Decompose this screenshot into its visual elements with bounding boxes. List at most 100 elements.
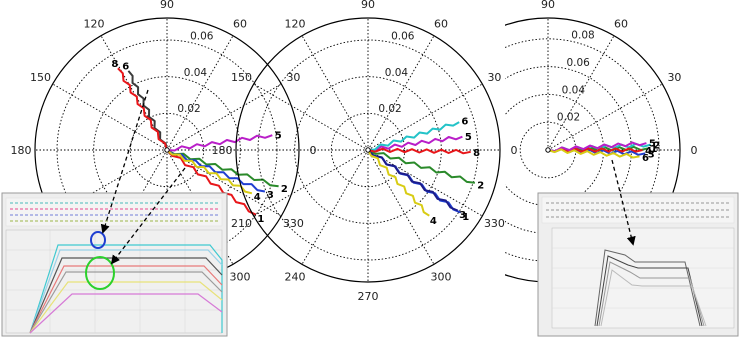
series-label: 3	[267, 190, 274, 201]
angle-label: 120	[84, 18, 105, 31]
series-label: 1	[651, 144, 658, 155]
angle-label: 270	[358, 290, 379, 303]
series-trace	[547, 148, 640, 159]
series-label: 4	[254, 192, 261, 203]
series-label: 2	[477, 180, 484, 191]
inset-left	[1, 192, 228, 337]
inset-left-legend	[5, 197, 223, 227]
polar-grid-spoke	[367, 35, 435, 151]
angle-label: 180	[212, 144, 233, 157]
angle-label: 330	[484, 217, 505, 230]
angle-label: 240	[285, 270, 306, 283]
radial-tick-label: 0.08	[571, 30, 594, 42]
series-label: 5	[649, 139, 656, 150]
series-label: 2	[281, 184, 288, 195]
angle-label: 300	[431, 270, 452, 283]
series-trace	[547, 141, 647, 153]
highlight-circle-blue	[90, 231, 106, 249]
inset-right	[537, 192, 739, 337]
polar-grid-spoke	[166, 83, 282, 151]
radial-tick-label: 0.04	[562, 84, 586, 96]
polar-grid-spoke	[301, 149, 369, 265]
series-label: 1	[462, 212, 469, 223]
polar-outer-ring	[235, 17, 501, 283]
angle-label: 90	[160, 0, 174, 11]
angle-label: 30	[487, 71, 501, 84]
polar-grid-spoke	[367, 149, 483, 217]
polar-grid-spoke	[547, 35, 615, 151]
polar-grid-spoke	[367, 149, 435, 265]
angle-label: 60	[233, 18, 247, 31]
polar-grid-ring	[505, 38, 660, 262]
angle-label: 0	[310, 144, 317, 157]
series-label: 5	[275, 130, 282, 141]
polar-grid-ring	[129, 112, 205, 188]
angle-label: 150	[231, 71, 252, 84]
angle-label: 0	[511, 144, 518, 157]
angle-label: 30	[286, 71, 300, 84]
angle-label: 180	[11, 144, 32, 157]
arrow-to-blue-circle	[100, 89, 149, 234]
series-trace	[117, 67, 168, 151]
angle-label: 330	[283, 217, 304, 230]
annotation-arrows	[100, 89, 636, 265]
series-label: 2	[653, 140, 660, 151]
radial-tick-label: 0.04	[385, 67, 409, 79]
series-trace	[367, 121, 460, 151]
angle-label: 30	[667, 71, 681, 84]
series-trace	[367, 149, 475, 184]
angle-label: 210	[231, 217, 252, 230]
radial-tick-label: 0.06	[190, 31, 214, 43]
polar-grid-spoke	[367, 83, 483, 151]
polar-grid-spoke	[253, 83, 369, 151]
radial-tick-label: 0.02	[177, 103, 200, 115]
polar-grid-ring	[330, 112, 406, 188]
series-trace	[367, 149, 430, 217]
series-label: 5	[465, 132, 472, 143]
polar-center	[365, 147, 371, 153]
series-label: 8	[111, 59, 118, 70]
polar-grid-spoke	[253, 149, 369, 217]
radial-tick-label: 0.04	[184, 67, 208, 79]
highlight-circle-green	[85, 256, 115, 290]
polar-grid-spoke	[301, 35, 369, 151]
series-trace	[367, 135, 463, 152]
series-label: 6	[642, 153, 649, 164]
series-trace	[166, 149, 257, 216]
series-trace	[166, 149, 253, 195]
series-label: 1	[257, 214, 264, 225]
angle-label: 60	[614, 18, 628, 31]
series-label: 8	[473, 148, 480, 159]
angle-label: 90	[541, 0, 555, 11]
series-label: 3	[648, 150, 655, 161]
radial-tick-label: 0.06	[391, 31, 415, 43]
series-trace	[127, 70, 168, 151]
angle-label: 150	[30, 71, 51, 84]
series-trace	[367, 147, 471, 155]
series-label: 6	[122, 62, 129, 73]
polar-center	[164, 147, 170, 153]
series-trace	[166, 149, 266, 193]
polar-center	[545, 147, 551, 153]
series-label: 4	[645, 146, 652, 157]
series-label: 6	[461, 116, 468, 127]
inset-right-legend	[541, 196, 735, 224]
series-trace	[547, 147, 643, 153]
series-trace	[367, 149, 459, 212]
polar-plot-middle: 0.020.040.060306090120150180210240270300…	[212, 0, 518, 303]
series-label: 4	[430, 216, 437, 227]
angle-label: 0	[691, 144, 698, 157]
angle-label: 300	[230, 270, 251, 283]
angle-label: 120	[285, 18, 306, 31]
polar-grid-spoke	[547, 83, 663, 151]
radial-tick-label: 0.02	[557, 112, 580, 124]
series-trace	[166, 134, 273, 152]
polar-grid-spoke	[166, 35, 234, 151]
polar-grid-spoke	[52, 83, 168, 151]
radial-tick-label: 0.02	[378, 103, 401, 115]
angle-label: 90	[361, 0, 375, 11]
arrow-to-right-inset	[611, 159, 636, 246]
polar-grid-ring	[93, 76, 241, 224]
